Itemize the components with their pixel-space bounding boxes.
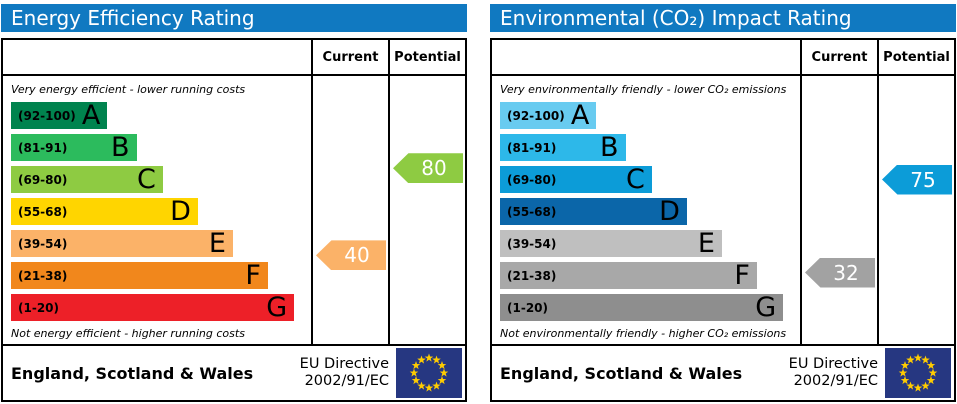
eu-directive-label: EU Directive 2002/91/EC — [299, 355, 389, 389]
header-spacer-cell — [3, 40, 311, 74]
band-c-range: (69-80) — [18, 172, 68, 187]
band-a-letter: A — [570, 100, 590, 131]
band-b-letter: B — [111, 132, 130, 163]
rating-body: Very energy efficient - lower running co… — [3, 76, 465, 344]
eu-directive-label: EU Directive 2002/91/EC — [788, 355, 878, 389]
band-d-range: (55-68) — [507, 204, 557, 219]
band-b-letter: B — [600, 132, 619, 163]
environmental-rating-table: Current Potential Very environmentally f… — [490, 38, 956, 402]
band-b-bar: (81-91) B — [500, 134, 626, 161]
region-label: England, Scotland & Wales — [11, 363, 254, 383]
band-f-bar: (21-38) F — [500, 262, 757, 289]
band-b-bar: (81-91) B — [11, 134, 137, 161]
panel-footer: England, Scotland & Wales EU Directive 2… — [492, 344, 954, 400]
band-c-letter: C — [625, 164, 645, 195]
region-label: England, Scotland & Wales — [500, 363, 743, 383]
band-g-range: (1-20) — [18, 300, 59, 315]
current-rating-arrow: 40 — [316, 240, 386, 271]
column-header-row: Current Potential — [492, 40, 954, 76]
current-rating-arrow: 32 — [805, 257, 875, 288]
potential-rating-value: 75 — [910, 167, 936, 192]
rating-scale: Very environmentally friendly - lower CO… — [492, 76, 800, 344]
band-d-letter: D — [170, 196, 191, 227]
band-e-bar: (39-54) E — [11, 230, 233, 257]
band-e-letter: E — [208, 228, 226, 259]
bottom-note: Not energy efficient - higher running co… — [11, 327, 245, 340]
band-f-range: (21-38) — [18, 268, 68, 283]
current-column: 40 — [311, 76, 388, 344]
potential-column: 80 — [388, 76, 465, 344]
column-header-row: Current Potential — [3, 40, 465, 76]
band-g-letter: G — [266, 292, 288, 323]
band-a-bar: (92-100) A — [500, 100, 597, 131]
current-column: 32 — [800, 76, 877, 344]
band-d-bar: (55-68) D — [500, 198, 687, 225]
bottom-note: Not environmentally friendly - higher CO… — [500, 327, 787, 340]
band-g-bar: (1-20) G — [11, 292, 295, 323]
band-b-range: (81-91) — [507, 140, 557, 155]
band-c-letter: C — [136, 164, 156, 195]
rating-body: Very environmentally friendly - lower CO… — [492, 76, 954, 344]
environmental-impact-panel: Environmental (CO₂) Impact Rating Curren… — [490, 4, 956, 402]
band-c-bar: (69-80) C — [500, 166, 652, 193]
potential-rating-value: 80 — [421, 156, 447, 181]
potential-rating-arrow: 75 — [882, 164, 952, 195]
band-e-range: (39-54) — [18, 236, 68, 251]
band-g-bar: (1-20) G — [500, 292, 784, 323]
band-g-range: (1-20) — [507, 300, 548, 315]
rating-scale: Very energy efficient - lower running co… — [3, 76, 311, 344]
current-column-header: Current — [800, 40, 877, 74]
top-note: Very environmentally friendly - lower CO… — [500, 83, 787, 96]
band-f-letter: F — [734, 260, 750, 291]
energy-efficiency-panel: Energy Efficiency Rating Current Potenti… — [1, 4, 467, 402]
energy-panel-title: Energy Efficiency Rating — [1, 4, 467, 32]
potential-rating-arrow: 80 — [393, 153, 463, 184]
band-b-range: (81-91) — [18, 140, 68, 155]
band-c-bar: (69-80) C — [11, 166, 163, 193]
band-d-range: (55-68) — [18, 204, 68, 219]
band-f-range: (21-38) — [507, 268, 557, 283]
band-f-letter: F — [245, 260, 261, 291]
potential-column-header: Potential — [877, 40, 954, 74]
eu-flag-icon — [885, 348, 951, 398]
band-a-range: (92-100) — [18, 108, 76, 123]
energy-rating-table: Current Potential Very energy efficient … — [1, 38, 467, 402]
eu-flag-icon — [396, 348, 462, 398]
environmental-panel-title: Environmental (CO₂) Impact Rating — [490, 4, 956, 32]
current-rating-value: 40 — [344, 243, 370, 268]
band-a-letter: A — [81, 100, 101, 131]
panel-footer: England, Scotland & Wales EU Directive 2… — [3, 344, 465, 400]
band-d-bar: (55-68) D — [11, 198, 198, 225]
band-e-range: (39-54) — [507, 236, 557, 251]
band-e-letter: E — [697, 228, 715, 259]
top-note: Very energy efficient - lower running co… — [11, 83, 246, 96]
header-spacer-cell — [492, 40, 800, 74]
band-a-range: (92-100) — [507, 108, 565, 123]
potential-column-header: Potential — [388, 40, 465, 74]
band-g-letter: G — [755, 292, 777, 323]
current-column-header: Current — [311, 40, 388, 74]
band-a-bar: (92-100) A — [11, 100, 108, 131]
band-f-bar: (21-38) F — [11, 262, 268, 289]
band-d-letter: D — [659, 196, 680, 227]
band-c-range: (69-80) — [507, 172, 557, 187]
current-rating-value: 32 — [833, 260, 859, 285]
potential-column: 75 — [877, 76, 954, 344]
band-e-bar: (39-54) E — [500, 230, 722, 257]
